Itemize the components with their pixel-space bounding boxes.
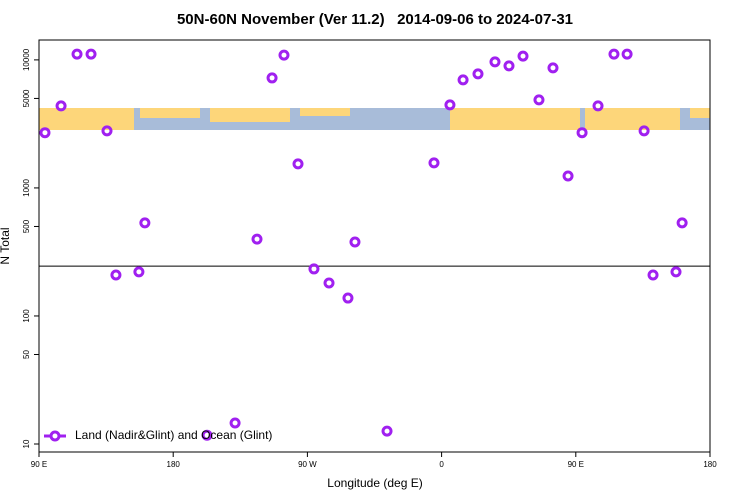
x-tick-label: 180 xyxy=(703,460,717,469)
y-tick-label: 5000 xyxy=(22,89,31,107)
y-tick-label: 50 xyxy=(22,350,31,359)
point xyxy=(592,100,604,112)
point xyxy=(621,48,633,60)
point xyxy=(308,263,320,275)
point xyxy=(647,269,659,281)
point xyxy=(201,429,213,441)
y-tick-label: 1000 xyxy=(22,178,31,196)
point xyxy=(342,292,354,304)
point xyxy=(670,266,682,278)
point xyxy=(85,48,97,60)
point xyxy=(533,94,545,106)
point xyxy=(676,217,688,229)
point xyxy=(133,266,145,278)
point xyxy=(608,48,620,60)
chart-title: 50N-60N November (Ver 11.2) 2014-09-06 t… xyxy=(177,11,573,28)
x-tick-label: 180 xyxy=(167,460,181,469)
point xyxy=(292,158,304,170)
legend-label: Land (Nadir&Glint) and Ocean (Glint) xyxy=(75,428,272,442)
point xyxy=(547,62,559,74)
point xyxy=(576,127,588,139)
point xyxy=(444,99,456,111)
legend-marker xyxy=(49,430,61,442)
point xyxy=(101,125,113,137)
point xyxy=(71,48,83,60)
point xyxy=(381,425,393,437)
point xyxy=(251,233,263,245)
point xyxy=(517,50,529,62)
point xyxy=(55,100,67,112)
y-tick-label: 500 xyxy=(22,219,31,233)
x-axis-label: Longitude (deg E) xyxy=(327,476,422,490)
point xyxy=(638,125,650,137)
point xyxy=(349,236,361,248)
point xyxy=(139,217,151,229)
point xyxy=(323,277,335,289)
y-tick-label: 10000 xyxy=(22,48,31,71)
x-tick-label: 90 W xyxy=(298,460,317,469)
point xyxy=(472,68,484,80)
point xyxy=(266,72,278,84)
point xyxy=(503,60,515,72)
point xyxy=(562,170,574,182)
point xyxy=(39,127,51,139)
y-axis-label: N Total xyxy=(0,227,12,264)
y-tick-label: 10 xyxy=(22,439,31,448)
plot-frame xyxy=(38,39,711,453)
map-strip xyxy=(39,108,710,130)
point xyxy=(489,56,501,68)
point xyxy=(229,417,241,429)
y-tick-label: 100 xyxy=(22,309,31,323)
point xyxy=(428,157,440,169)
point xyxy=(110,269,122,281)
point xyxy=(278,49,290,61)
x-tick-label: 0 xyxy=(439,460,444,469)
x-tick-label: 90 E xyxy=(568,460,584,469)
x-tick-label: 90 E xyxy=(31,460,47,469)
point xyxy=(457,74,469,86)
